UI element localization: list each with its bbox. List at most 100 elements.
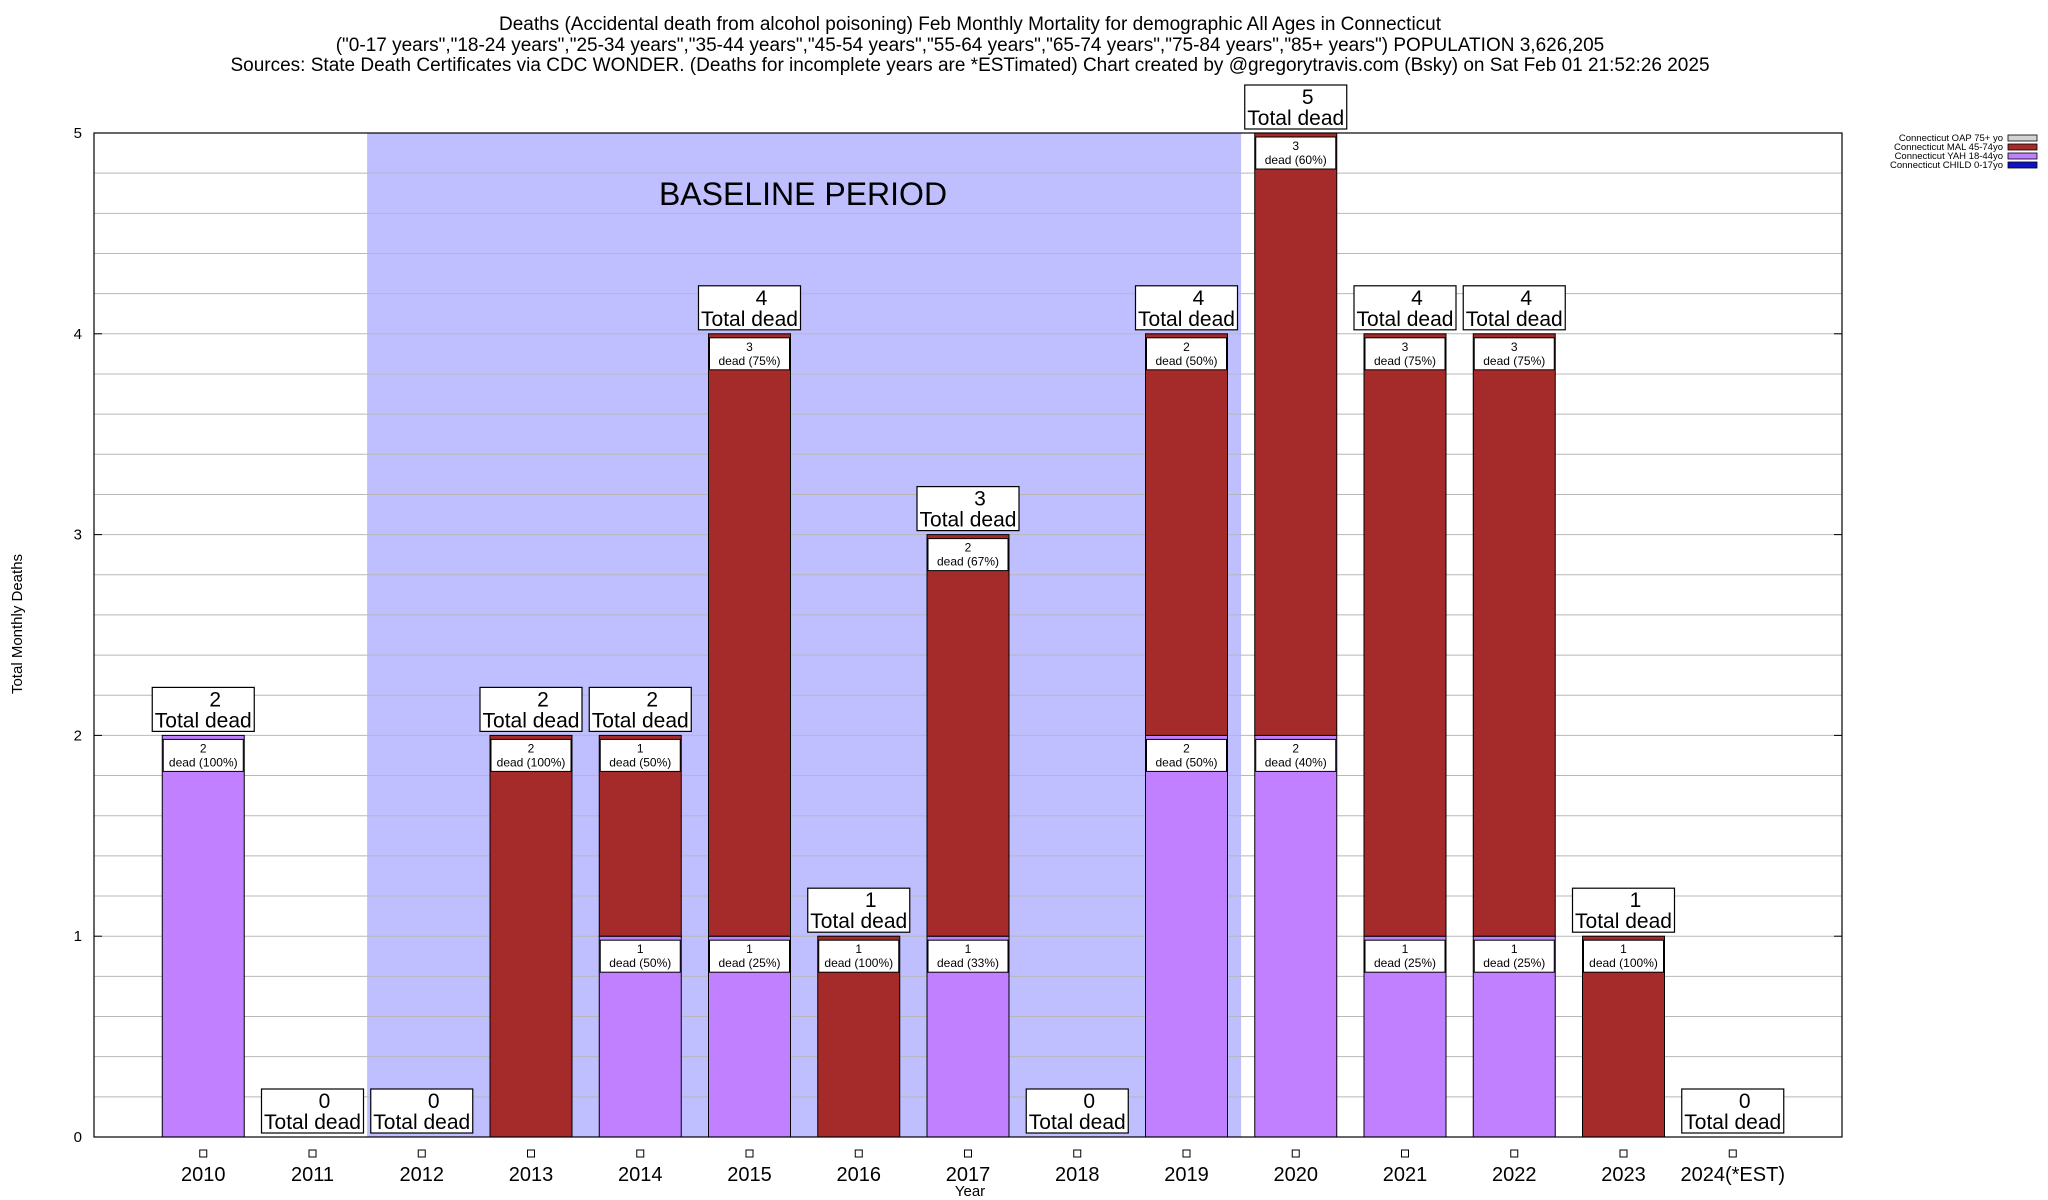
x-tick-label: 2015	[727, 1164, 772, 1186]
segment-value-label: 1	[746, 942, 753, 956]
plot-frame	[93, 132, 1843, 1138]
x-tick-label: 2010	[181, 1164, 226, 1186]
x-tick-marker	[1728, 1149, 1737, 1158]
bar-segment	[708, 333, 791, 937]
total-value-label: 2	[646, 688, 658, 711]
legend-swatch	[2007, 143, 2038, 151]
segment-label-box	[1473, 337, 1555, 371]
segment-pct-label: dead (40%)	[1265, 755, 1327, 769]
x-tick-label: 2018	[1055, 1164, 1100, 1186]
legend-entry-label: Connecticut CHILD 0-17yo	[1890, 160, 2003, 171]
x-tick-marker	[1182, 1149, 1191, 1158]
chart-title-line-1: Deaths (Accidental death from alcohol po…	[499, 14, 1442, 35]
x-tick-marker	[1510, 1149, 1519, 1158]
segment-pct-label: dead (50%)	[1155, 755, 1217, 769]
segment-value-label: 2	[1183, 741, 1190, 755]
bar-segment	[1254, 132, 1338, 736]
total-value-label: 0	[319, 1090, 331, 1113]
x-tick-marker	[199, 1149, 208, 1158]
x-tick-label: 2020	[1274, 1164, 1319, 1186]
segment-pct-label: dead (33%)	[937, 956, 999, 970]
x-tick-marker	[964, 1149, 972, 1158]
x-tick-marker	[1073, 1149, 1082, 1158]
legend-swatch	[2007, 161, 2038, 169]
baseline-period-label: BASELINE PERIOD	[659, 176, 947, 212]
bar-segment	[1363, 333, 1447, 937]
total-value-label: 4	[1411, 287, 1423, 310]
segment-pct-label: dead (25%)	[1374, 956, 1436, 970]
bar-segment-frame	[1365, 937, 1445, 1137]
segment-label-box	[1473, 939, 1555, 973]
bar-segment-frame	[600, 937, 681, 1137]
total-dead-label: Total dead	[920, 509, 1017, 532]
total-dead-label: Total dead	[1575, 910, 1672, 933]
x-tick-label: 2021	[1383, 1164, 1428, 1186]
segment-label-box	[1364, 337, 1446, 371]
total-value-label: 0	[428, 1090, 440, 1113]
total-label-box	[1681, 1088, 1785, 1134]
bar-segment-frame	[1583, 937, 1664, 1137]
segment-value-label: 2	[200, 741, 207, 755]
segment-value-label: 1	[637, 942, 644, 956]
x-tick-marker	[527, 1149, 535, 1158]
total-dead-label: Total dead	[1684, 1111, 1781, 1134]
segment-pct-label: dead (25%)	[1483, 956, 1545, 970]
total-value-label: 4	[756, 287, 768, 310]
x-tick-marker	[1401, 1149, 1409, 1158]
bar-segment-frame	[491, 736, 571, 1137]
segment-pct-label: dead (100%)	[1589, 956, 1658, 970]
total-dead-label: Total dead	[1466, 308, 1563, 331]
segment-label-box	[709, 337, 790, 371]
total-dead-label: Total dead	[155, 709, 252, 732]
segment-value-label: 3	[1292, 139, 1299, 153]
total-label-box	[479, 686, 583, 733]
x-tick-marker	[1291, 1149, 1300, 1158]
segment-label-box	[1255, 136, 1337, 170]
total-label-box	[260, 1088, 365, 1134]
total-label-box	[1353, 285, 1457, 331]
bar-segment-frame	[163, 736, 244, 1137]
segment-label-box	[927, 538, 1009, 572]
y-tick-label: 0	[74, 1129, 82, 1146]
bar-segment	[1145, 734, 1228, 1138]
bar-segment	[161, 734, 245, 1138]
segment-label-box	[162, 738, 244, 772]
total-dead-label: Total dead	[810, 910, 907, 933]
segment-label-box	[1583, 939, 1664, 973]
x-tick-marker	[636, 1149, 645, 1158]
bar-segment-frame	[1474, 334, 1555, 936]
legend-swatch	[2007, 134, 2038, 142]
total-label-box	[916, 486, 1020, 532]
segment-pct-label: dead (100%)	[497, 755, 566, 769]
total-label-box	[1134, 285, 1239, 331]
segment-value-label: 1	[965, 942, 972, 956]
segment-pct-label: dead (67%)	[937, 555, 999, 569]
segment-label-box	[1146, 738, 1227, 772]
x-tick-label: 2014	[618, 1164, 663, 1186]
legend-swatch	[2007, 152, 2038, 160]
total-label-box	[1462, 285, 1566, 331]
segment-value-label: 3	[746, 340, 753, 354]
total-dead-label: Total dead	[1138, 308, 1235, 331]
bar-segment	[1145, 333, 1228, 736]
y-tick-label: 5	[74, 125, 82, 142]
segment-pct-label: dead (50%)	[1155, 354, 1217, 368]
total-dead-label: Total dead	[264, 1111, 361, 1134]
total-dead-label: Total dead	[592, 709, 689, 732]
segment-value-label: 2	[965, 541, 972, 555]
segment-label-box	[1146, 337, 1227, 371]
legend-entry-label: Connecticut OAP 75+ yo	[1899, 133, 2003, 144]
x-tick-marker	[417, 1149, 426, 1158]
bar-segment-frame	[709, 937, 790, 1137]
total-value-label: 0	[1083, 1090, 1095, 1113]
total-value-label: 2	[537, 688, 549, 711]
x-tick-label: 2024(*EST)	[1681, 1164, 1786, 1186]
bar-segment	[926, 534, 1010, 937]
legend-entry-label: Connecticut YAH 18-44yo	[1895, 151, 2003, 162]
y-tick-label: 1	[74, 928, 82, 945]
segment-pct-label: dead (50%)	[609, 755, 671, 769]
segment-label-box	[927, 939, 1009, 973]
x-tick-label: 2013	[509, 1164, 554, 1186]
x-tick-label: 2022	[1492, 1164, 1537, 1186]
y-tick-label: 2	[74, 727, 82, 744]
